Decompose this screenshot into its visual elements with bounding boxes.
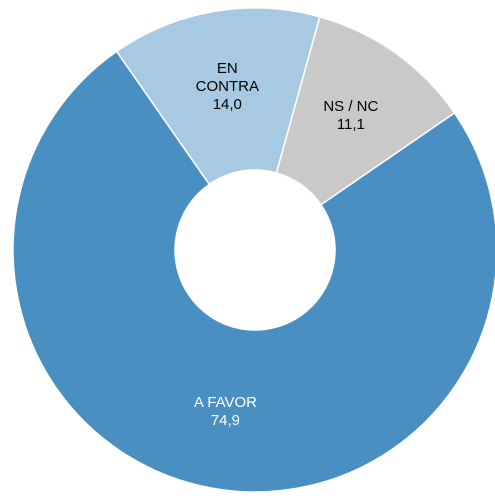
donut-slice bbox=[12, 50, 495, 493]
value-label: 11,1 bbox=[336, 115, 365, 133]
slice-label: NS / NC bbox=[323, 97, 379, 115]
value-label: 14,0 bbox=[212, 96, 242, 114]
donut-slice bbox=[115, 7, 321, 186]
slice-label: EN CONTRA bbox=[195, 60, 259, 96]
slice-label: A FAVOR bbox=[193, 394, 257, 412]
donut-slice bbox=[275, 15, 456, 206]
value-label: 74,9 bbox=[210, 412, 241, 430]
